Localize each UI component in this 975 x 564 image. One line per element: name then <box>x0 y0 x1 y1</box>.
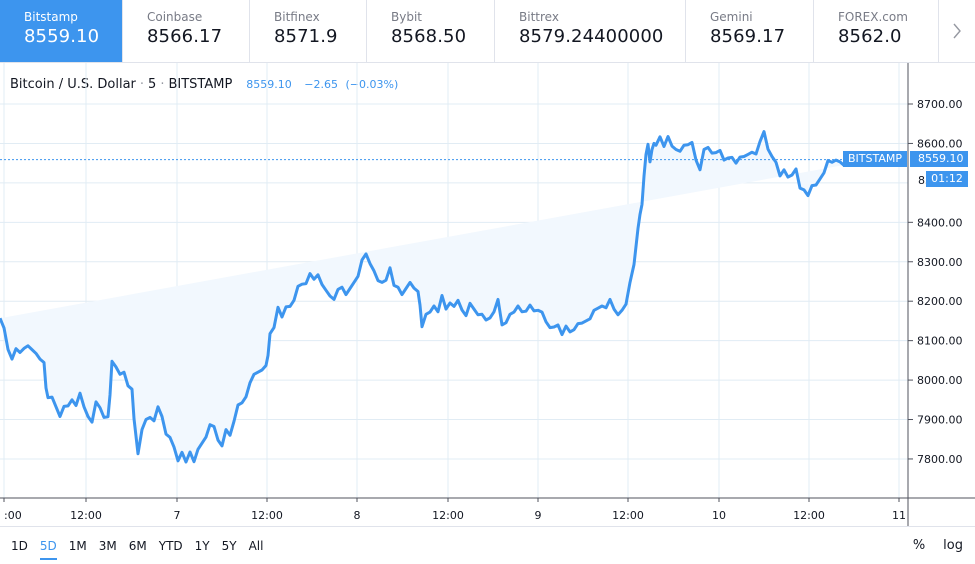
exchange-name: FOREX.com <box>838 10 908 24</box>
exchange-name: Bybit <box>391 10 422 24</box>
price-axis-label: 8000.00 <box>917 374 963 387</box>
exchange-name: Bitfinex <box>274 10 320 24</box>
exchange-name: Bitstamp <box>24 10 78 24</box>
price-axis-label: 8700.00 <box>917 98 963 111</box>
range-6m[interactable]: 6M <box>128 539 147 553</box>
exchange-ticker-strip: Bitstamp 8559.10 Coinbase 8566.17 Bitfinex 85… <box>0 0 975 63</box>
ticker-next-button[interactable] <box>939 0 975 62</box>
bar-countdown-tag: 01:12 <box>926 171 968 187</box>
price-axis-label: 7800.00 <box>917 453 963 466</box>
last-price-value: 8559.10 <box>246 77 292 91</box>
exchange-price: 8562.0 <box>838 26 902 47</box>
time-axis-label: 8 <box>354 509 361 522</box>
time-axis-label: 12:00 <box>251 509 283 522</box>
ticker-bybit[interactable]: Bybit 8568.50 <box>367 0 495 62</box>
time-axis-label: 12:00 <box>432 509 464 522</box>
exchange-price: 8569.17 <box>710 26 786 47</box>
exchange-price: 8566.17 <box>147 26 223 47</box>
exchange-name: Coinbase <box>147 10 203 24</box>
range-1d[interactable]: 1D <box>11 539 28 553</box>
range-all[interactable]: All <box>248 539 264 553</box>
price-axis-label: 7900.00 <box>917 414 963 427</box>
exchange-name: Gemini <box>710 10 753 24</box>
price-axis-label: 8100.00 <box>917 335 963 348</box>
change-value: −2.65 <box>304 77 338 91</box>
change-percent-value: (−0.03%) <box>345 77 399 91</box>
ticker-bittrex[interactable]: Bittrex 8579.24400000 <box>495 0 686 62</box>
range-bar: 1D 5D 1M 3M 6M YTD 1Y 5Y All % log <box>0 526 975 564</box>
legend-values: 8559.10 −2.65 (−0.03%) <box>246 78 407 91</box>
time-axis-label: 12:00 <box>793 509 825 522</box>
separator-dot: · <box>139 76 145 92</box>
range-5y[interactable]: 5Y <box>221 539 237 553</box>
ticker-forex-com[interactable]: FOREX.com 8562.0 <box>814 0 939 62</box>
range-1y[interactable]: 1Y <box>194 539 210 553</box>
ticker-coinbase[interactable]: Coinbase 8566.17 <box>123 0 250 62</box>
range-ytd[interactable]: YTD <box>158 539 183 553</box>
time-axis-label: 12:00 <box>612 509 644 522</box>
time-axis-label: :00 <box>4 509 22 522</box>
exchange-price: 8571.9 <box>274 26 338 47</box>
interval-label[interactable]: 5 <box>148 76 157 92</box>
ticker-bitstamp[interactable]: Bitstamp 8559.10 <box>0 0 123 62</box>
exchange-name: Bittrex <box>519 10 559 24</box>
range-buttons: 1D 5D 1M 3M 6M YTD 1Y 5Y All <box>11 538 275 560</box>
time-axis-label: 11 <box>892 509 906 522</box>
time-axis-label: 12:00 <box>70 509 102 522</box>
ticker-gemini[interactable]: Gemini 8569.17 <box>686 0 814 62</box>
price-axis-label: 8400.00 <box>917 216 963 229</box>
symbol-name[interactable]: Bitcoin / U.S. Dollar <box>10 76 136 92</box>
percent-scale-toggle[interactable]: % <box>912 538 926 553</box>
time-axis-label: 7 <box>174 509 181 522</box>
ticker-bitfinex[interactable]: Bitfinex 8571.9 <box>250 0 367 62</box>
range-1m[interactable]: 1M <box>68 539 87 553</box>
price-area-fill <box>0 131 876 462</box>
scale-options: % log <box>895 538 963 554</box>
time-axis-label: 10 <box>712 509 726 522</box>
price-axis-label: 8200.00 <box>917 295 963 308</box>
log-scale-toggle[interactable]: log <box>943 538 963 553</box>
price-axis-label: 8600.00 <box>917 137 963 150</box>
time-axis-label: 9 <box>535 509 542 522</box>
chevron-right-icon <box>953 23 961 39</box>
exchange-price: 8559.10 <box>24 26 100 47</box>
separator-dot: · <box>160 76 165 92</box>
exchange-price: 8579.24400000 <box>519 26 664 47</box>
range-3m[interactable]: 3M <box>98 539 117 553</box>
price-line[interactable] <box>0 130 878 464</box>
range-5d[interactable]: 5D <box>39 539 57 560</box>
exchange-label: BITSTAMP <box>168 76 233 92</box>
chart-legend: Bitcoin / U.S. Dollar · 5 · BITSTAMP 855… <box>10 73 407 95</box>
price-axis-label: 8300.00 <box>917 256 963 269</box>
price-chart[interactable]: 8700.00 8600.00 8400.00 8300.00 8200.00 8100.… <box>0 63 975 526</box>
exchange-price: 8568.50 <box>391 26 467 47</box>
last-price-tag: 8559.10 <box>910 151 968 167</box>
series-label-tag: BITSTAMP <box>843 151 908 167</box>
